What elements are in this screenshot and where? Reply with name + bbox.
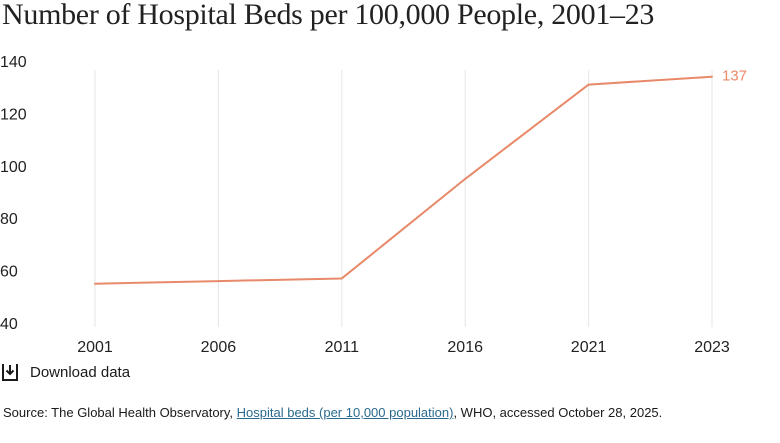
line-chart: 40 60 80 100 120 140 2001 2006 2011 2016 2021 2023… bbox=[0, 54, 747, 356]
series-line bbox=[94, 75, 713, 285]
download-data-button[interactable]: Download data bbox=[0, 362, 130, 382]
series-layer: 137 bbox=[94, 68, 747, 285]
y-tick-label: 120 bbox=[0, 106, 27, 123]
y-tick-label: 60 bbox=[0, 264, 18, 281]
source-prefix: Source: The Global Health Observatory, bbox=[3, 405, 237, 420]
y-tick-label: 40 bbox=[0, 316, 18, 333]
grid-lines bbox=[94, 70, 713, 327]
source-note: Source: The Global Health Observatory, H… bbox=[3, 405, 662, 420]
end-value-label: 137 bbox=[722, 68, 747, 85]
source-suffix: , WHO, accessed October 28, 2025. bbox=[453, 405, 663, 420]
chart-title: Number of Hospital Beds per 100,000 Peop… bbox=[2, 0, 655, 31]
y-tick-label: 140 bbox=[0, 54, 27, 71]
y-tick-label: 100 bbox=[0, 159, 27, 176]
x-axis-ticks: 2001 2006 2011 2016 2021 2023 bbox=[77, 339, 730, 356]
source-link[interactable]: Hospital beds (per 10,000 population) bbox=[236, 405, 454, 420]
download-icon bbox=[2, 364, 18, 381]
x-tick-label: 2001 bbox=[77, 339, 113, 356]
x-tick-label: 2023 bbox=[694, 339, 730, 356]
x-tick-label: 2021 bbox=[571, 339, 607, 356]
y-tick-label: 80 bbox=[0, 211, 18, 228]
download-data-label: Download data bbox=[30, 363, 131, 381]
y-axis-ticks: 40 60 80 100 120 140 bbox=[0, 54, 27, 333]
x-tick-label: 2011 bbox=[325, 339, 360, 356]
x-tick-label: 2006 bbox=[201, 339, 237, 356]
x-tick-label: 2016 bbox=[447, 339, 483, 356]
